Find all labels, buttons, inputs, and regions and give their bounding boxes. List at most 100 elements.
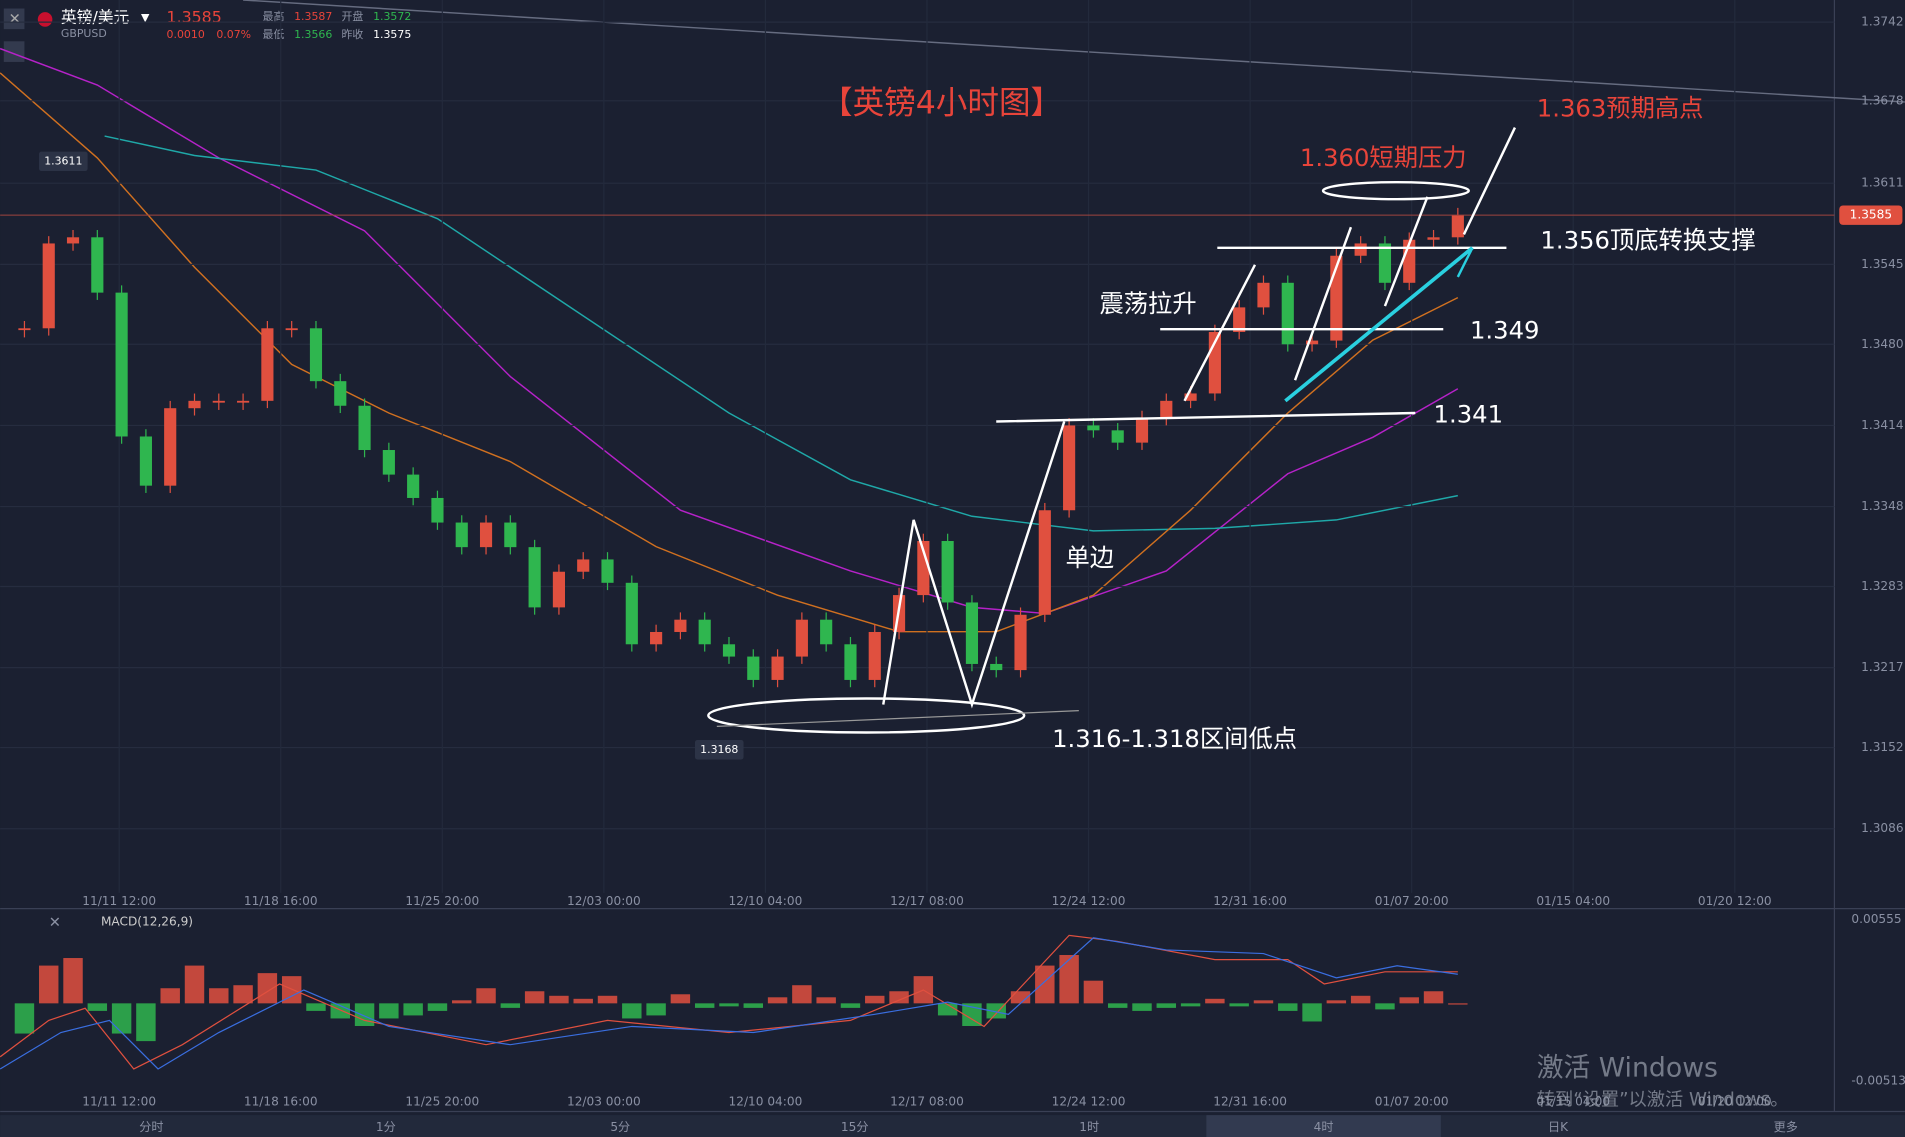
x-tick-label: 12/03 00:00 [567,1094,641,1108]
macd-bar [1010,991,1031,1004]
macd-bar [257,973,278,1004]
macd-bar [1302,1003,1322,1022]
y-tick-label: -0.00513 [1851,1073,1905,1087]
x-tick-label: 11/11 12:00 [82,894,156,908]
tab[interactable]: 1时 [1079,1120,1099,1134]
candle [164,408,177,486]
tab-active[interactable] [1206,1115,1441,1137]
price-plot: 1.3742 1.3678 1.3611 1.3545 1.3480 1.3414 1.33… [0,0,1904,1108]
open: 1.3572 [373,10,411,23]
y-tick-label: 1.3348 [1861,499,1903,513]
macd-bar [597,995,618,1004]
tab[interactable]: 5分 [610,1120,630,1134]
x-tick-label: 11/18 16:00 [244,1094,318,1108]
y-tick-label: 1.3611 [1861,176,1903,190]
candle [771,656,784,680]
candle [334,381,347,406]
candle [722,644,736,657]
candle [358,405,371,451]
macd-bar [1326,1000,1347,1004]
candle [66,237,80,244]
candle [1281,282,1294,345]
macd-bar [184,965,205,1004]
x-tick-label: 12/10 04:00 [729,1094,803,1108]
high: 1.3587 [294,10,332,23]
price-marker-label: 1.3168 [700,743,738,756]
macd-bar [476,988,496,1004]
ma-line [0,72,1459,633]
x-tick-label: 11/25 20:00 [405,894,479,908]
candle [868,631,881,680]
dropdown[interactable]: ▼ [141,11,150,24]
last-price-tag [1839,205,1903,225]
macd-bar [1107,1003,1128,1008]
candle [941,540,954,603]
candle [698,619,711,645]
close-button[interactable] [3,8,25,30]
y-tick-label: 1.3742 [1861,15,1903,29]
annotation: 单边 [1065,543,1114,572]
annotation: 1.356顶底转换支撑 [1540,226,1755,255]
candle [674,619,687,632]
macd-bar [986,1003,1006,1019]
change: 0.0010 [167,28,205,41]
price: 1.3585 [167,8,222,27]
macd-bar [1423,991,1444,1004]
macd-bar [792,985,812,1004]
trend-line [243,0,1905,103]
tab[interactable]: 更多 [1774,1120,1798,1134]
close-icon[interactable]: ✕ [49,914,61,931]
tab[interactable]: 分时 [139,1120,163,1134]
macd-bar [1035,965,1055,1004]
candle [844,644,857,680]
signal-line [0,937,1458,1070]
macd-bar [622,1003,642,1019]
y-tick-label: 1.3283 [1861,579,1903,593]
candle [650,631,663,645]
tab[interactable]: 4时 [1314,1120,1334,1134]
candle [1014,614,1027,671]
candle [747,656,760,680]
candle [479,522,493,548]
candle [577,559,590,572]
candle [42,243,55,329]
y-tick-label: 1.3217 [1861,660,1903,674]
candle [552,571,565,608]
tool-button[interactable] [3,41,25,62]
tab-bar-bg [0,1115,1905,1137]
tab-bar: 分时 1分 5分 15分 1时 4时 日K 更多 [0,1115,1905,1137]
macd-bar [160,988,180,1004]
macd-bar [209,988,229,1004]
candle [91,237,104,293]
tab[interactable]: 日K [1548,1120,1569,1134]
candle [1233,307,1246,332]
candle [309,328,323,382]
tab[interactable]: 15分 [841,1120,869,1134]
last-price-label: 1.3585 [1850,208,1892,222]
macd-bar [39,965,59,1004]
candle [1087,425,1100,431]
candle [139,436,152,486]
macd-bar [865,995,885,1004]
x-tick-label: 01/20 12:00 [1698,894,1772,908]
candle [795,619,808,657]
candle [212,400,225,403]
watermark: 转到“设置”以激活 Windows。 [1537,1090,1789,1111]
macd-bar [63,958,83,1004]
macd-bar [719,1003,739,1007]
tab[interactable]: 1分 [376,1120,396,1134]
candle [261,328,274,401]
macd-bar [403,1003,423,1016]
candle [188,400,201,409]
x-tick-label: 12/24 12:00 [1052,1094,1126,1108]
macd-bar [1156,1003,1177,1008]
x-tick-label: 12/31 16:00 [1213,1094,1287,1108]
candle [820,619,833,645]
code: GBPUSD [61,27,107,40]
candle [1063,425,1076,511]
close-icon[interactable]: ✕ [9,10,21,27]
macd-bar [1448,1003,1468,1005]
candle [431,497,444,523]
moving-averages [0,0,1905,633]
